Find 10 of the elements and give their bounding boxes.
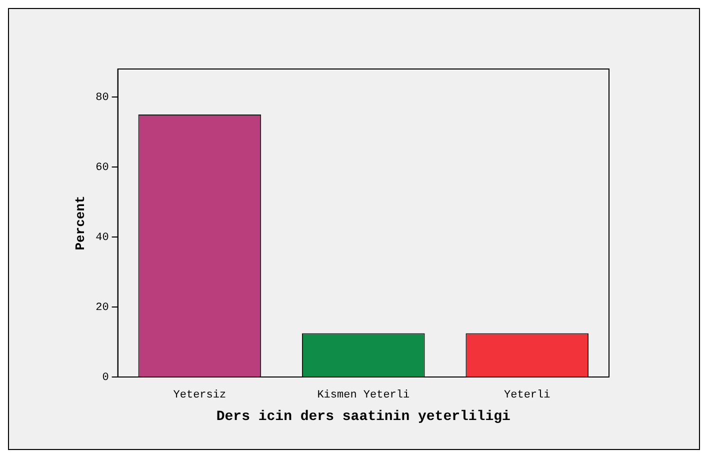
y-tick-label: 80 <box>96 92 109 104</box>
x-tick-label: Yeterli <box>504 390 551 402</box>
x-tick-label: Kismen Yeterli <box>317 390 410 402</box>
y-axis-title: Percent <box>73 196 88 250</box>
x-axis-title: Ders icin ders saatinin yeterliligi <box>216 409 510 426</box>
y-tick-label: 60 <box>96 162 109 174</box>
x-tick-label: Yetersiz <box>173 390 226 402</box>
y-tick-label: 20 <box>96 302 109 314</box>
y-tick-label: 40 <box>96 232 109 244</box>
y-tick-label: 0 <box>102 372 109 384</box>
